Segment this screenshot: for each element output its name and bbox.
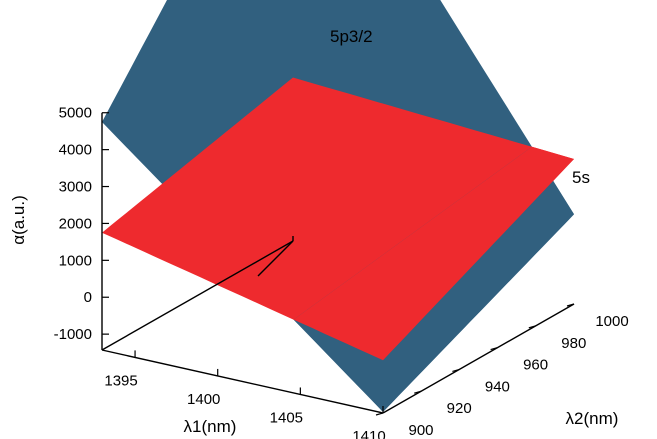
axes (101, 112, 575, 414)
y-tick (566, 303, 575, 307)
x-tick-label: 1400 (187, 391, 220, 408)
series-label-5s: 5s (572, 168, 590, 187)
y-tick (452, 368, 460, 372)
y-axis-line (382, 303, 575, 414)
x-axis-line (101, 349, 384, 414)
z-tick-label: -1000 (54, 326, 92, 343)
y-tick-label: 940 (485, 378, 510, 395)
x-tick-label: 1395 (104, 372, 137, 389)
y-axis-label: λ2(nm) (566, 409, 619, 428)
tick-marks (102, 112, 575, 416)
z-axis-label: α(a.u.) (9, 195, 28, 245)
surface-5s-back (102, 77, 574, 361)
y-tick (528, 325, 536, 329)
y-tick-label: 960 (523, 357, 548, 374)
origin-z-line (257, 240, 294, 277)
x-axis-label: λ1(nm) (184, 417, 237, 436)
z-tick-label: 5000 (59, 105, 92, 122)
y-tick-label: 1000 (595, 313, 628, 330)
series-label-5p3-2: 5p3/2 (330, 27, 373, 46)
tick-labels: 5000 4000 3000 2000 1000 0 -1000 1395 1400 1405 14… (54, 105, 629, 439)
z-tick-label: 0 (84, 289, 92, 306)
z-tick-label: 4000 (59, 142, 92, 159)
x-tick-label: 1410 (352, 428, 385, 439)
y-tick-label: 920 (447, 400, 472, 417)
surfaces (102, 0, 574, 412)
z-tick-label: 3000 (59, 179, 92, 196)
z-tick-label: 2000 (59, 215, 92, 232)
z-tick-label: 1000 (59, 252, 92, 269)
surface-5s-front (293, 146, 574, 361)
y-tick (414, 390, 422, 394)
y-tick-label: 980 (561, 335, 586, 352)
y-tick (375, 412, 384, 416)
y-tick (490, 347, 498, 351)
back-x-line (101, 240, 294, 351)
y-tick-label: 900 (408, 422, 433, 439)
x-tick-label: 1405 (270, 409, 303, 426)
